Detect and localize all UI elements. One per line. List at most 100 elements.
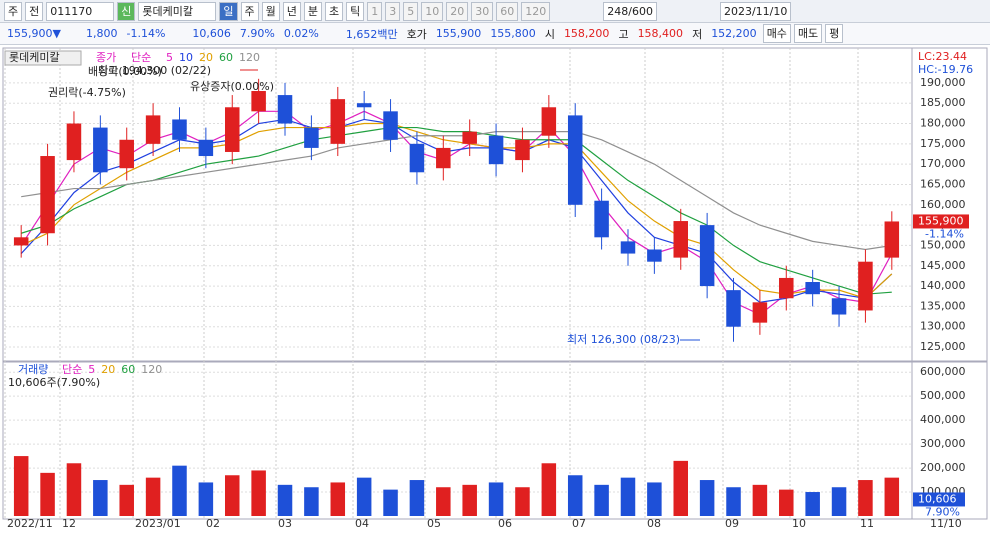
interval-button[interactable]: 주	[240, 1, 259, 21]
volume-bar	[726, 487, 741, 516]
moving-average	[20, 110, 893, 316]
y-tick-label: 500,000	[920, 389, 966, 402]
legend-entry: 5	[166, 51, 173, 64]
number-button[interactable]: 60	[496, 1, 519, 21]
interval-button[interactable]: 틱	[346, 1, 365, 21]
candle-body	[304, 127, 319, 148]
quote-item: 호가	[406, 27, 427, 41]
quote-item: 시	[544, 27, 555, 41]
volume-bar	[409, 480, 425, 516]
candle-body	[356, 103, 372, 108]
number-button[interactable]: 3	[385, 1, 401, 21]
candle-body	[726, 290, 741, 327]
legend-entry: 60	[219, 51, 233, 64]
stock-name: 롯데케미칼	[138, 1, 217, 21]
date-field[interactable]: 2023/11/10	[719, 1, 792, 21]
interval-button[interactable]: 일	[219, 1, 238, 21]
x-end-label: 11/10	[930, 517, 962, 530]
candle-body	[805, 282, 820, 295]
volume-bar	[462, 484, 477, 516]
volume-bar	[805, 492, 820, 516]
candle-body	[251, 91, 266, 112]
x-tick-label: 07	[572, 517, 586, 530]
interval-button[interactable]: 초	[325, 1, 344, 21]
last-volume-tag	[913, 492, 965, 507]
volume-bar	[277, 484, 293, 516]
order-button[interactable]: 매수	[762, 24, 791, 43]
volume-bar	[594, 484, 609, 516]
x-tick-label: 03	[278, 517, 292, 530]
candle-body	[541, 107, 557, 136]
y-tick-label: 140,000	[920, 279, 966, 292]
candle-body	[13, 237, 29, 246]
interval-button[interactable]: 분	[303, 1, 322, 21]
moving-average	[21, 126, 892, 295]
volume-bar	[436, 487, 451, 516]
number-button[interactable]: 1	[367, 1, 383, 21]
title-box	[4, 50, 82, 66]
volume-bar	[145, 477, 161, 516]
quote-item: -1.14%	[126, 27, 166, 40]
y-tick-label: 170,000	[920, 157, 966, 170]
y-tick-label: 180,000	[920, 117, 966, 130]
volume-bar	[172, 465, 187, 516]
x-tick-label: 02	[206, 517, 220, 530]
candle-body	[277, 95, 293, 124]
candle-body	[647, 249, 662, 262]
volume-bar	[831, 487, 847, 516]
quote-item: 155,800	[490, 27, 536, 40]
candle-body	[884, 221, 900, 258]
annotation: 최저 126,300 (08/23)	[567, 333, 680, 346]
volume-bar	[13, 456, 29, 516]
number-button[interactable]: 10	[421, 1, 444, 21]
volume-bar	[93, 480, 108, 516]
y-tick-label: 165,000	[920, 177, 966, 190]
volume-bar	[647, 482, 662, 516]
number-button[interactable]: 30	[471, 1, 494, 21]
volume-legend: 20	[101, 363, 115, 376]
prev-button[interactable]: 전	[25, 1, 44, 21]
candle-body	[66, 123, 82, 161]
volume-bar	[488, 482, 504, 516]
candle-body	[515, 139, 530, 161]
candle-body	[779, 277, 794, 299]
period-select[interactable]: 주	[4, 1, 23, 21]
y-tick-label: 400,000	[920, 413, 966, 426]
interval-button[interactable]: 년	[282, 1, 301, 21]
candle-body	[119, 139, 134, 169]
candle-body	[409, 143, 425, 173]
legend-entry: 10	[179, 51, 193, 64]
y-tick-label: 150,000	[920, 238, 966, 251]
quote-item: 1,652백만	[345, 27, 398, 41]
candle-body	[145, 115, 161, 144]
candle-body	[198, 139, 214, 157]
code-input[interactable]: 011170	[46, 1, 115, 21]
volume-bar	[779, 489, 794, 516]
moving-average	[20, 122, 893, 299]
annotation: 권리락(-4.75%)	[48, 86, 126, 99]
quote-bar: 155,900▼ 1,800 -1.14% 10,606 7.90% 0.02% 1,652…	[0, 23, 990, 45]
candle-body	[488, 135, 504, 165]
quote-item: 10,606	[192, 27, 231, 40]
quote-item: 저	[692, 27, 703, 41]
y-tick-label: 135,000	[920, 299, 966, 312]
candle-body	[93, 127, 108, 173]
y-tick-label: 190,000	[920, 76, 966, 89]
candle-body	[620, 241, 636, 254]
number-button[interactable]: 5	[403, 1, 419, 21]
candle-body	[330, 99, 346, 144]
order-button[interactable]: 평	[825, 24, 844, 43]
x-tick-label: 06	[498, 517, 512, 530]
order-button[interactable]: 매도	[793, 24, 823, 43]
x-tick-label: 05	[427, 517, 441, 530]
volume-info: 10,606주(7.90%)	[8, 376, 100, 389]
volume-bar	[567, 475, 583, 516]
interval-button[interactable]: 월	[261, 1, 280, 21]
number-button[interactable]: 120	[521, 1, 551, 21]
volume-bar	[884, 477, 900, 516]
moving-average	[20, 118, 893, 303]
number-button[interactable]: 20	[446, 1, 469, 21]
count-field: 248/600	[603, 1, 657, 21]
candle-body	[172, 119, 187, 140]
